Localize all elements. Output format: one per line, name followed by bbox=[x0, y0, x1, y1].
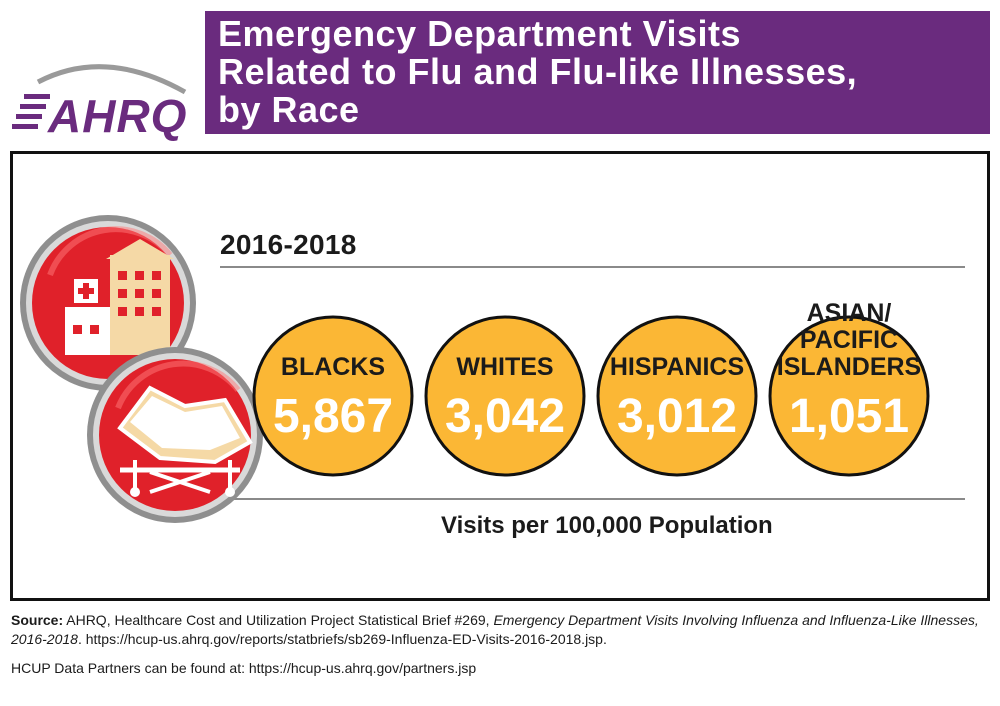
partners-note: HCUP Data Partners can be found at: http… bbox=[11, 660, 477, 676]
source-text: AHRQ, Healthcare Cost and Utilization Pr… bbox=[63, 612, 494, 628]
source-url: . https://hcup-us.ahrq.gov/reports/statb… bbox=[77, 631, 607, 647]
period-label: 2016-2018 bbox=[220, 229, 357, 260]
top-divider bbox=[220, 266, 965, 268]
title-line-2: Related to Flu and Flu-like Illnesses, bbox=[218, 51, 858, 92]
icons-group bbox=[20, 215, 263, 523]
title-line-3: by Race bbox=[218, 89, 360, 130]
source-title: Emergency Department Visits Involving In… bbox=[11, 612, 979, 647]
hospital-building-icon bbox=[20, 215, 196, 391]
source-label: Source: bbox=[11, 612, 64, 628]
title-line-1: Emergency Department Visits bbox=[218, 13, 742, 54]
title-banner: Emergency Department Visits Related to F… bbox=[205, 11, 990, 134]
bottom-divider bbox=[220, 498, 965, 500]
hospital-bed-icon bbox=[87, 347, 263, 523]
source-note: Source: AHRQ, Healthcare Cost and Utiliz… bbox=[11, 611, 991, 649]
units-label: Visits per 100,000 Population bbox=[441, 512, 773, 539]
ahrq-logo: AHRQ bbox=[12, 64, 187, 142]
logo-text: AHRQ bbox=[47, 90, 187, 142]
